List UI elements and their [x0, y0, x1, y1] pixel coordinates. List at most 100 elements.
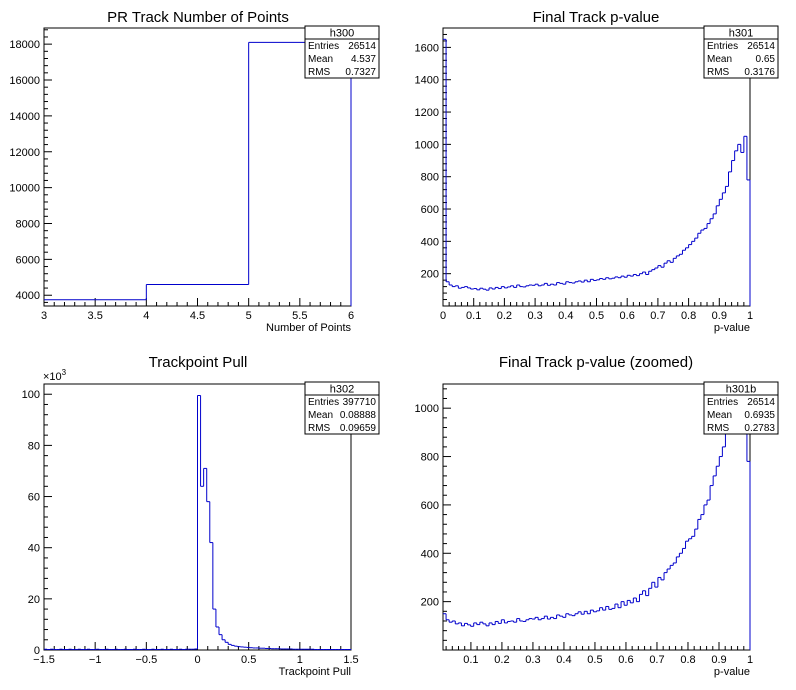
stats-box-frame: [304, 381, 380, 435]
x-axis-label: p-value: [714, 666, 750, 678]
x-tick-label: −1: [89, 654, 102, 666]
chart-title: PR Track Number of Points: [107, 9, 289, 26]
x-tick-label: 4: [143, 310, 149, 322]
x-tick-label: 0.6: [620, 310, 635, 322]
x-axis-label: Trackpoint Pull: [279, 666, 351, 678]
x-tick-label: 0: [440, 310, 446, 322]
chart-title: Final Track p-value (zoomed): [499, 354, 693, 371]
y-tick-label: 600: [421, 204, 439, 216]
y-tick-label: 200: [421, 597, 439, 609]
y-tick-label: 4000: [16, 290, 40, 302]
x-tick-label: 1.5: [343, 654, 358, 666]
y-tick-label: 800: [421, 172, 439, 184]
x-tick-label: 0.2: [494, 654, 509, 666]
y-tick-label: 80: [28, 440, 40, 452]
stats-value: 0.3176: [744, 67, 775, 78]
x-tick-label: 1: [297, 654, 303, 666]
stats-label: Mean: [707, 410, 732, 421]
x-tick-label: 0.9: [711, 654, 726, 666]
x-tick-label: 1: [747, 654, 753, 666]
x-tick-label: 0.8: [681, 310, 696, 322]
y-tick-label: 0: [34, 645, 40, 657]
y-tick-label: 600: [421, 500, 439, 512]
stats-value: 4.537: [351, 54, 376, 65]
x-tick-label: 5.5: [292, 310, 307, 322]
stats-label: RMS: [308, 423, 331, 434]
x-tick-label: 0.1: [466, 310, 481, 322]
histogram-series: [44, 395, 352, 650]
stats-histogram-name: h300: [330, 28, 354, 40]
multiplier-base: ×10: [43, 371, 62, 383]
stats-label: RMS: [707, 423, 730, 434]
x-tick-label: 0.5: [587, 654, 602, 666]
y-tick-label: 1000: [415, 403, 439, 415]
chart-title: Trackpoint Pull: [149, 354, 248, 371]
y-tick-label: 12000: [9, 147, 40, 159]
y-tick-label: 60: [28, 492, 40, 504]
y-tick-label: 8000: [16, 218, 40, 230]
y-tick-label: 1600: [415, 42, 439, 54]
chart-h301: Final Track p-value 0 0.1 0.2 0.3 0.4 0.5 0.6 0.…: [415, 9, 779, 334]
x-tick-label: 0.3: [527, 310, 542, 322]
stats-label: Entries: [308, 397, 339, 408]
x-tick-label: 6: [348, 310, 354, 322]
y-tick-label: 1400: [415, 75, 439, 87]
chart-h301b: Final Track p-value (zoomed) 0.1 0.2 0.3 0.4…: [415, 354, 779, 678]
x-tick-label: 0.9: [712, 310, 727, 322]
stats-value: 397710: [343, 397, 377, 408]
x-tick-label: 0.7: [649, 654, 664, 666]
x-axis-label: p-value: [714, 322, 750, 334]
stats-label: Mean: [308, 54, 333, 65]
y-tick-label: 1000: [415, 139, 439, 151]
stats-label: Entries: [707, 41, 738, 52]
stats-value: 0.09659: [340, 423, 377, 434]
stats-box-frame: [304, 25, 380, 79]
chart-h300: PR Track Number of Points 3 3.5 4 4.5 5 5.5 6 40…: [9, 9, 380, 334]
stats-histogram-name: h301: [729, 28, 753, 40]
x-tick-label: 0.3: [525, 654, 540, 666]
histogram-series: [443, 38, 751, 306]
stats-label: Entries: [308, 41, 339, 52]
x-tick-label: 0.8: [680, 654, 695, 666]
x-tick-label: 5: [246, 310, 252, 322]
multiplier-exponent: 3: [62, 368, 67, 377]
y-tick-label: 800: [421, 452, 439, 464]
x-tick-label: 0.2: [497, 310, 512, 322]
stats-label: Mean: [308, 410, 333, 421]
y-tick-label: 14000: [9, 111, 40, 123]
y-tick-label: 6000: [16, 254, 40, 266]
x-tick-label: −1.5: [33, 654, 55, 666]
stats-value: 0.6935: [744, 410, 775, 421]
x-tick-label: −0.5: [135, 654, 157, 666]
stats-histogram-name: h302: [330, 384, 354, 396]
y-tick-label: 10000: [9, 183, 40, 195]
stats-value: 0.65: [756, 54, 776, 65]
stats-label: Mean: [707, 54, 732, 65]
stats-value: 26514: [348, 41, 376, 52]
y-tick-label: 16000: [9, 75, 40, 87]
y-tick-label: 1200: [415, 107, 439, 119]
x-tick-label: 0.4: [556, 654, 571, 666]
stats-value: 0.7327: [345, 67, 376, 78]
stats-value: 0.2783: [744, 423, 775, 434]
x-tick-label: 4.5: [190, 310, 205, 322]
stats-histogram-name: h301b: [726, 384, 757, 396]
x-tick-label: 0: [194, 654, 200, 666]
stats-box-frame: [703, 25, 779, 79]
x-tick-label: 3.5: [88, 310, 103, 322]
y-tick-label: 18000: [9, 39, 40, 51]
y-tick-label: 40: [28, 543, 40, 555]
y-tick-label: 20: [28, 594, 40, 606]
stats-label: Entries: [707, 397, 738, 408]
stats-value: 0.08888: [340, 410, 377, 421]
chart-h302: Trackpoint Pull −1.5 −1 −0.5 0 0.5 1 1.5 0 20 40 60…: [22, 354, 380, 678]
x-tick-label: 1: [747, 310, 753, 322]
x-tick-label: 0.7: [650, 310, 665, 322]
stats-value: 26514: [747, 41, 775, 52]
